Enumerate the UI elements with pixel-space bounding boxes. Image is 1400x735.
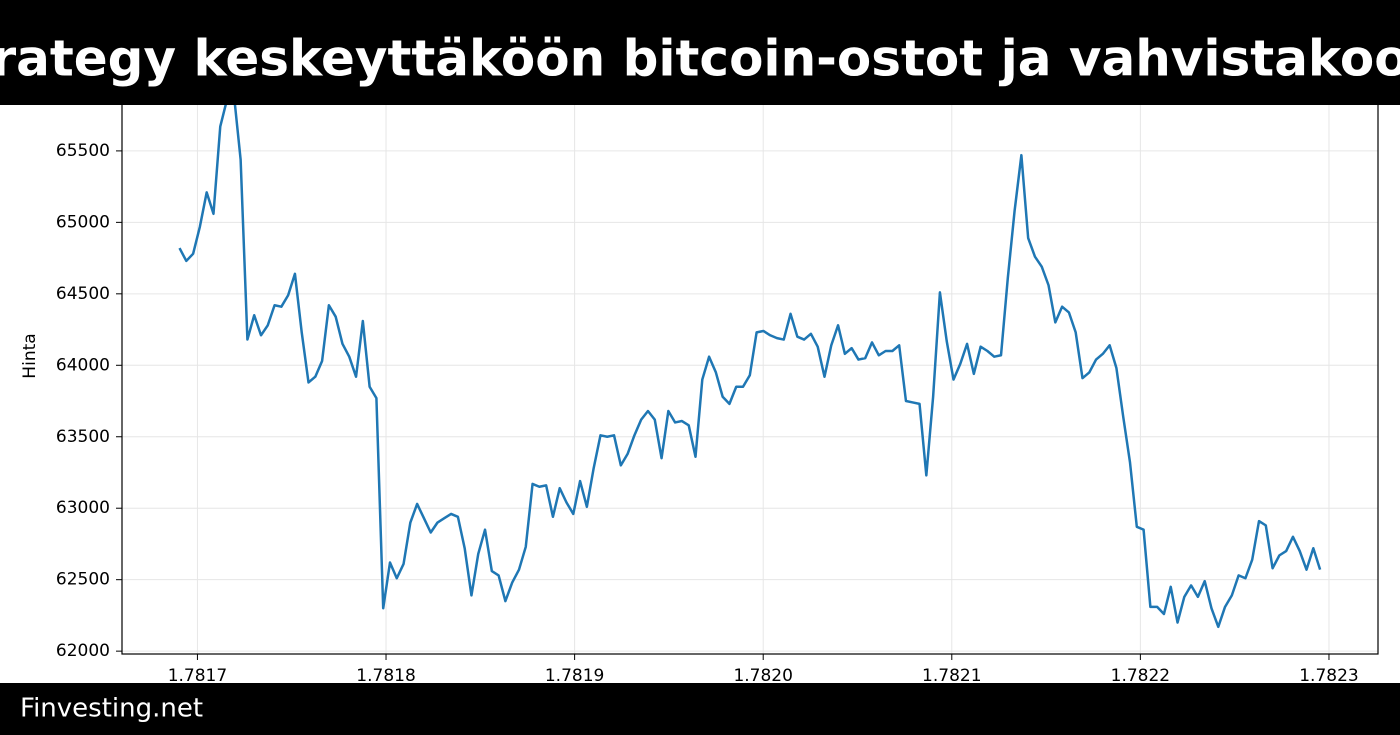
chart-title: rategy keskeyttäköön bitcoin-ostot ja va… <box>0 30 1400 88</box>
y-tick-label: 62000 <box>56 641 110 661</box>
footer-bar <box>0 683 1400 735</box>
x-tick-label: 1.7823 <box>1299 666 1358 686</box>
x-tick-label: 1.7818 <box>356 666 415 686</box>
axes-frame <box>121 67 1379 655</box>
plot-area: 62000 62500 63000 63500 64000 64500 65000 65500… <box>56 67 1379 686</box>
y-axis-label: Hinta <box>20 333 40 378</box>
y-tick-label: 63500 <box>56 427 110 447</box>
y-tick-label: 64500 <box>56 284 110 304</box>
x-tick-label: 1.7822 <box>1111 666 1170 686</box>
price-line <box>178 92 1322 629</box>
y-tick-label: 65000 <box>56 212 110 232</box>
y-tick-label: 65500 <box>56 141 110 161</box>
footer-brand: Finvesting.net <box>20 694 203 724</box>
y-tick-label: 64000 <box>56 355 110 375</box>
title-bar <box>0 0 1400 105</box>
x-tick-label: 1.7821 <box>922 666 981 686</box>
x-tick-label: 1.7820 <box>733 666 792 686</box>
x-tick-label: 1.7819 <box>545 666 604 686</box>
x-tick-label: 1.7817 <box>168 666 227 686</box>
y-tick-label: 62500 <box>56 570 110 590</box>
y-tick-label: 63000 <box>56 498 110 518</box>
